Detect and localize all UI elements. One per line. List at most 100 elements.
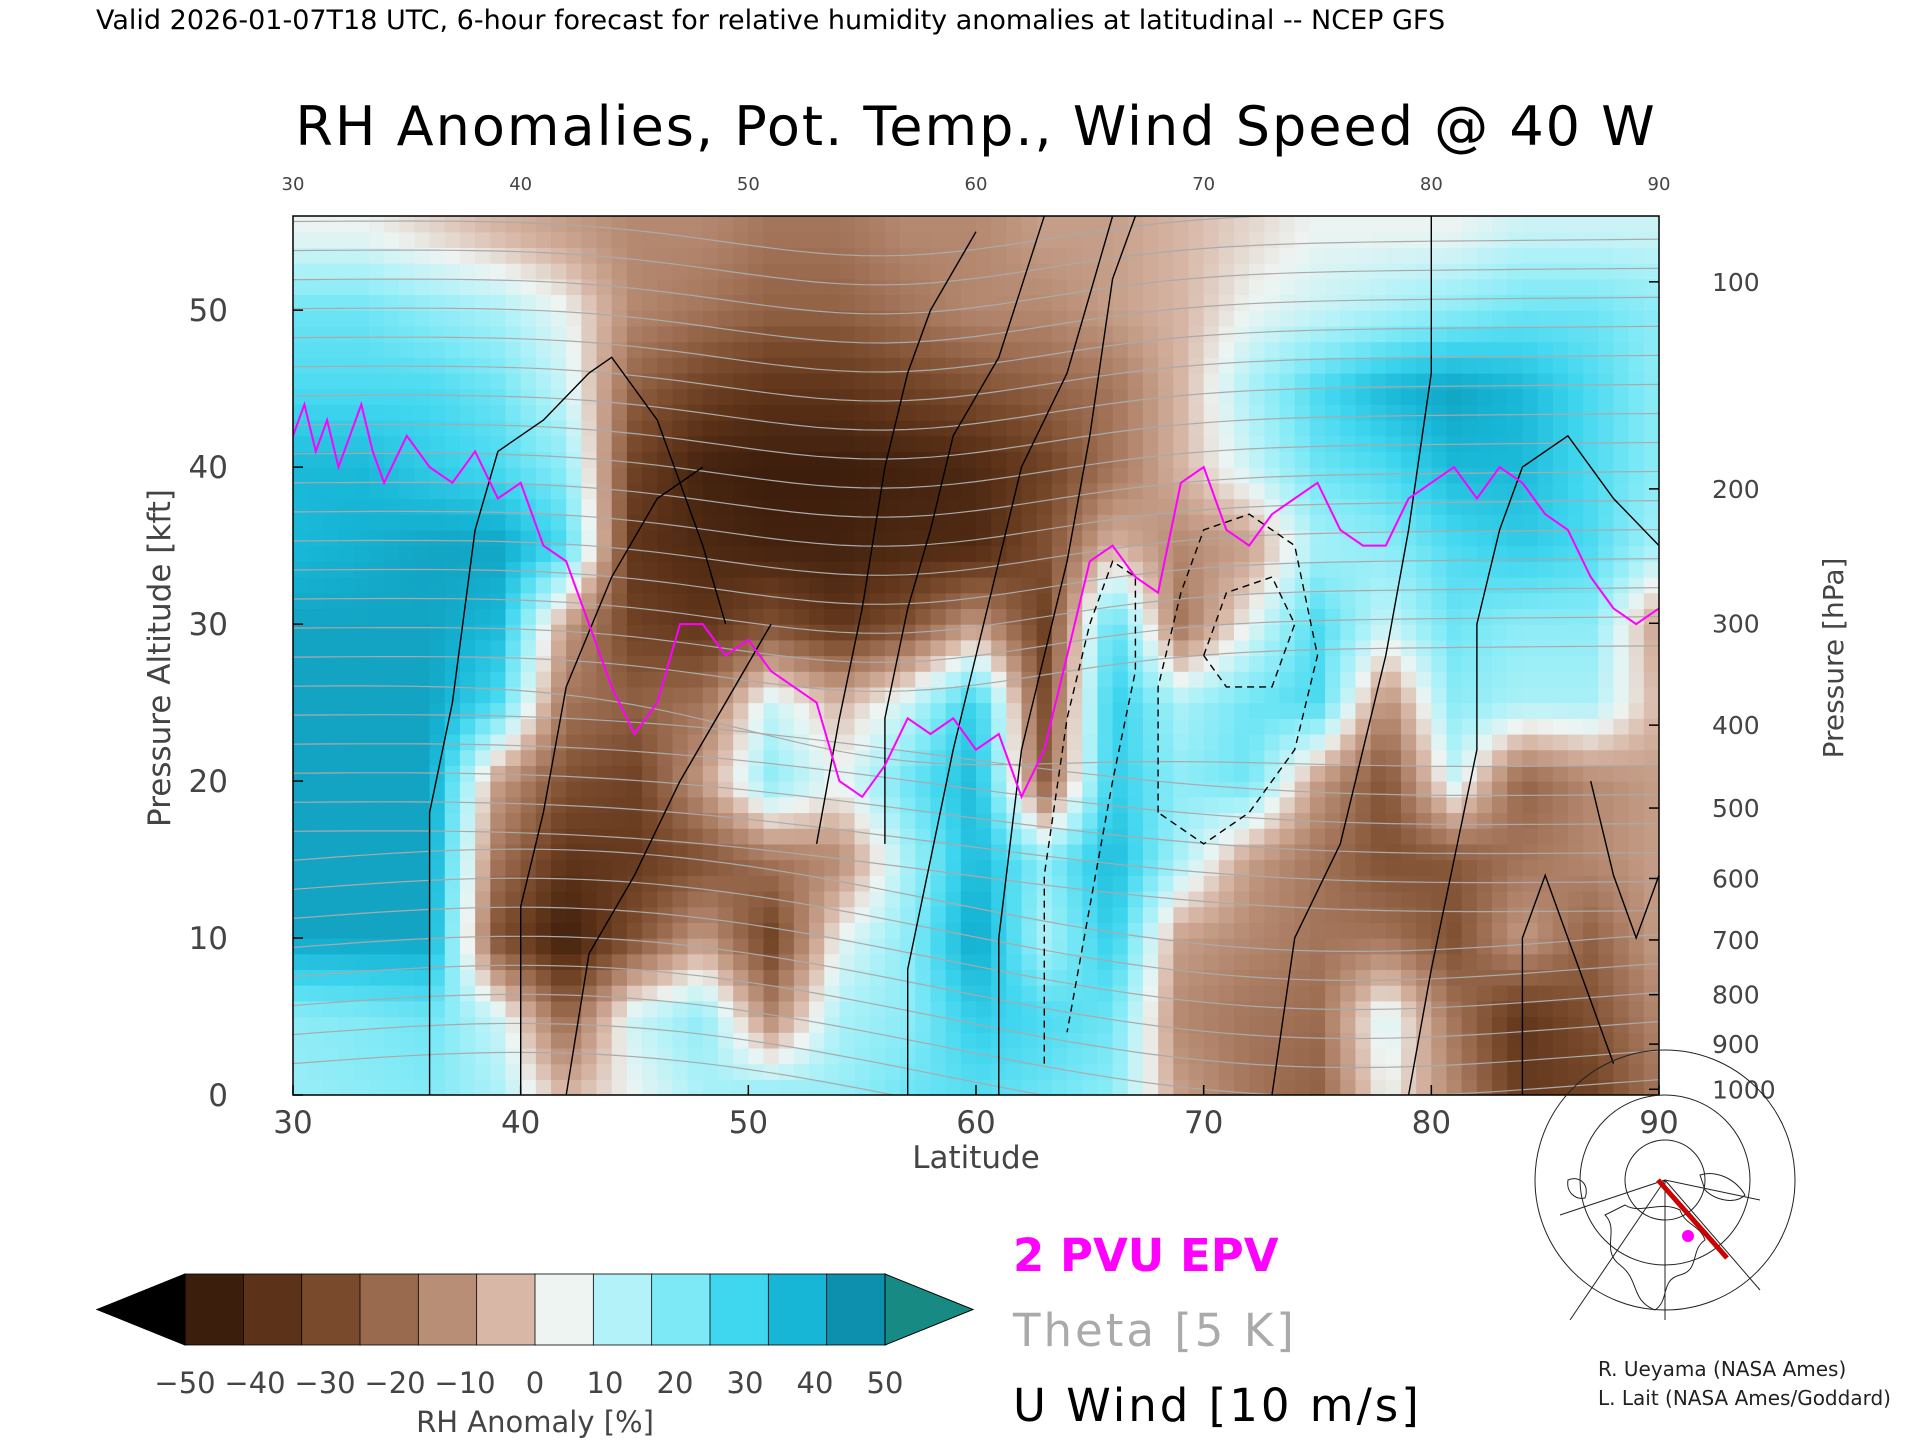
heatmap-cell	[293, 969, 309, 986]
heatmap-cell	[1279, 341, 1296, 358]
heatmap-cell	[535, 482, 552, 500]
heatmap-cell	[1249, 906, 1265, 923]
heatmap-cell	[338, 686, 355, 704]
heatmap-cell	[626, 388, 643, 405]
heatmap-cell	[338, 529, 355, 547]
heatmap-cell	[1567, 216, 1584, 233]
heatmap-cell	[1264, 561, 1281, 578]
heatmap-cell	[459, 843, 476, 861]
heatmap-cell	[687, 529, 704, 547]
heatmap-cell	[1264, 796, 1281, 814]
heatmap-cell	[1173, 404, 1190, 421]
heatmap-cell	[566, 985, 582, 1002]
heatmap-cell	[976, 843, 992, 861]
heatmap-cell	[1309, 639, 1326, 657]
heatmap-cell	[581, 875, 598, 892]
heatmap-cell	[1476, 514, 1493, 531]
heatmap-cell	[900, 451, 916, 468]
heatmap-cell	[626, 482, 643, 500]
heatmap-cell	[1340, 812, 1357, 829]
heatmap-cell	[809, 843, 825, 861]
heatmap-cell	[733, 812, 749, 829]
heatmap-cell	[793, 1079, 810, 1095]
heatmap-cell	[915, 372, 932, 390]
heatmap-cell	[1264, 310, 1281, 327]
heatmap-cell	[611, 498, 628, 515]
heatmap-cell	[1021, 749, 1038, 766]
heatmap-cell	[1583, 749, 1599, 766]
heatmap-cell	[1112, 278, 1129, 296]
heatmap-cell	[733, 435, 749, 453]
heatmap-cell	[1112, 404, 1129, 421]
heatmap-cell	[1355, 294, 1372, 311]
heatmap-cell	[551, 765, 567, 782]
heatmap-cell	[1385, 341, 1402, 358]
heatmap-cell	[839, 529, 856, 547]
heatmap-cell	[915, 325, 932, 343]
heatmap-cell	[1082, 702, 1099, 719]
heatmap-cell	[945, 341, 962, 358]
heatmap-cell	[1249, 639, 1265, 657]
heatmap-cell	[520, 608, 537, 625]
heatmap-cell	[535, 404, 552, 421]
heatmap-cell	[596, 498, 613, 515]
heatmap-cell	[459, 372, 476, 390]
heatmap-cell	[809, 875, 825, 892]
heatmap-cell	[1234, 231, 1250, 248]
heatmap-cell	[384, 451, 400, 468]
heatmap-cell	[991, 843, 1007, 861]
heatmap-cell	[1082, 796, 1099, 814]
heatmap-cell	[733, 577, 749, 594]
heatmap-cell	[1537, 514, 1554, 531]
heatmap-cell	[1188, 859, 1205, 876]
heatmap-cell	[368, 938, 385, 955]
heatmap-cell	[642, 231, 658, 248]
heatmap-cell	[915, 875, 932, 892]
heatmap-cell	[475, 796, 491, 814]
heatmap-cell	[1431, 796, 1448, 814]
heatmap-cell	[490, 592, 507, 610]
heatmap-cell	[945, 938, 962, 955]
heatmap-cell	[429, 388, 446, 405]
heatmap-cell	[1400, 906, 1417, 923]
heatmap-cell	[1142, 592, 1159, 610]
heatmap-cell	[1127, 985, 1144, 1002]
heatmap-cell	[793, 781, 810, 798]
heatmap-cell	[520, 828, 537, 845]
heatmap-cell	[778, 875, 795, 892]
heatmap-cell	[733, 969, 749, 986]
heatmap-cell	[459, 859, 476, 876]
heatmap-cell	[976, 341, 992, 358]
heatmap-cell	[824, 686, 840, 704]
heatmap-cell	[1567, 718, 1584, 735]
heatmap-cell	[687, 247, 704, 264]
heatmap-cell	[293, 953, 309, 971]
heatmap-cell	[839, 686, 856, 704]
heatmap-cell	[763, 372, 780, 390]
heatmap-cell	[353, 608, 370, 625]
heatmap-cell	[384, 498, 400, 515]
heatmap-cell	[414, 435, 431, 453]
heatmap-cell	[596, 1000, 613, 1018]
heatmap-cell	[444, 451, 461, 468]
heatmap-cell	[930, 843, 947, 861]
heatmap-cell	[1476, 812, 1493, 829]
heatmap-cell	[1006, 482, 1023, 500]
heatmap-cell	[611, 451, 628, 468]
heatmap-cell	[900, 906, 916, 923]
heatmap-cell	[1400, 953, 1417, 971]
heatmap-cell	[596, 420, 613, 437]
heatmap-cell	[839, 420, 856, 437]
heatmap-cell	[338, 231, 355, 248]
heatmap-cell	[1598, 420, 1615, 437]
heatmap-cell	[429, 686, 446, 704]
heatmap-cell	[535, 561, 552, 578]
heatmap-cell	[1325, 1032, 1341, 1049]
heatmap-cell	[1234, 781, 1250, 798]
heatmap-cell	[1294, 231, 1311, 248]
heatmap-cell	[1416, 702, 1432, 719]
heatmap-cell	[1567, 624, 1584, 641]
heatmap-cell	[960, 1079, 977, 1095]
heatmap-cell	[611, 686, 628, 704]
heatmap-cell	[1628, 671, 1645, 688]
